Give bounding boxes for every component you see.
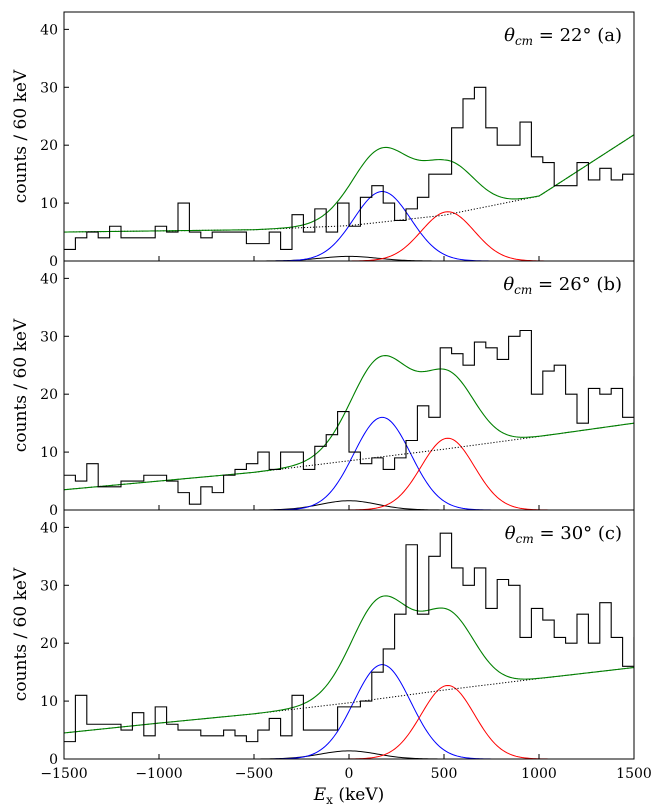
panel-c-ytick-label-20: 20 [40, 636, 58, 652]
panel-c-ytick-label-10: 10 [40, 694, 58, 710]
panel-a-total-fit [64, 134, 634, 233]
panel-c-xtick-label-1000: 1000 [521, 766, 557, 782]
panel-b-peak-1 [64, 500, 634, 510]
panel-c-label-theta: θ [505, 523, 516, 544]
panel-a-label-sub: cm [515, 34, 533, 48]
panel-b-label: θcm = 26° (b) [503, 274, 622, 297]
panel-b-label-sub: cm [514, 283, 532, 297]
panel-b-label-rest: = 26° (b) [532, 274, 622, 295]
panel-c-peak-2 [64, 664, 634, 759]
panel-c-xtick-label--500: −500 [235, 766, 273, 782]
panel-c-xtick-label-0: 0 [345, 766, 354, 782]
panel-c-series [64, 532, 634, 759]
panel-c-xtick-label--1500: −1500 [40, 766, 87, 782]
x-axis-title-unit: (keV) [333, 785, 384, 805]
panel-b-ytick-label-10: 10 [40, 445, 58, 461]
panel-a-histogram [64, 86, 634, 250]
panel-b-series [64, 329, 634, 510]
panel-c-total-fit [64, 595, 634, 734]
panel-c-ytick-label-0: 0 [49, 752, 58, 768]
panel-c-xtick-label-500: 500 [431, 766, 458, 782]
panel-b: 0 10 20 30 40 θcm = 26° (b) counts / 60 keV [11, 260, 635, 519]
panel-b-ytick-label-40: 40 [40, 271, 58, 287]
panel-c-peak-1 [64, 750, 634, 759]
panel-b-histogram [64, 329, 634, 505]
panel-c-ticks: 0 10 20 30 40 −1500 −1000 −500 0 500 1000 1500 [40, 520, 652, 782]
panel-b-ytick-label-20: 20 [40, 387, 58, 403]
panel-a-ytick-label-0: 0 [49, 254, 58, 270]
panel-c-label-sub: cm [516, 532, 534, 546]
panel-a-label-theta: θ [504, 25, 515, 46]
panel-a-ytick-label-30: 30 [40, 80, 58, 96]
panel-c-peak-3 [64, 684, 634, 759]
panel-c-ytick-label-30: 30 [40, 578, 58, 594]
panel-b-label-theta: θ [503, 274, 514, 295]
panel-b-frame [63, 260, 635, 511]
x-axis-title-sub: x [326, 793, 333, 806]
panel-c-label: θcm = 30° (c) [505, 523, 622, 546]
panel-a-label-rest: = 22° (a) [533, 25, 622, 46]
x-axis-title-main: E [313, 785, 327, 805]
panel-a-series [64, 86, 634, 261]
panel-c-xtick-label--1000: −1000 [135, 766, 182, 782]
panel-c-label-rest: = 30° (c) [534, 523, 622, 544]
panel-c-ylabel: counts / 60 keV [11, 567, 31, 701]
panel-c-ytick-label-40: 40 [40, 520, 58, 536]
panel-a-ytick-label-20: 20 [40, 138, 58, 154]
panel-c-frame [63, 509, 635, 760]
panel-b-ylabel: counts / 60 keV [11, 318, 31, 452]
panel-a-ytick-label-10: 10 [40, 196, 58, 212]
panel-b-ytick-label-0: 0 [49, 503, 58, 519]
panel-c-xtick-label-1500: 1500 [616, 766, 652, 782]
panel-b-total-fit [64, 355, 634, 491]
panel-a-label: θcm = 22° (a) [504, 25, 622, 48]
panel-a-ytick-label-40: 40 [40, 22, 58, 38]
panel-c-histogram [64, 532, 634, 743]
panel-a-ylabel: counts / 60 keV [11, 69, 31, 203]
panel-a-ticks: 0 10 20 30 40 [40, 22, 635, 270]
panel-b-ytick-label-30: 30 [40, 329, 58, 345]
panel-b-ticks: 0 10 20 30 40 [40, 271, 635, 519]
panel-b-peak-2 [64, 416, 634, 510]
panel-c: 0 10 20 30 40 −1500 −1000 −500 0 500 1000 1500 θcm … [11, 509, 652, 782]
panel-a: 0 10 20 30 40 θcm = 22° (a) counts / 60 keV [11, 11, 635, 270]
x-axis-title: Ex (keV) [313, 785, 385, 806]
